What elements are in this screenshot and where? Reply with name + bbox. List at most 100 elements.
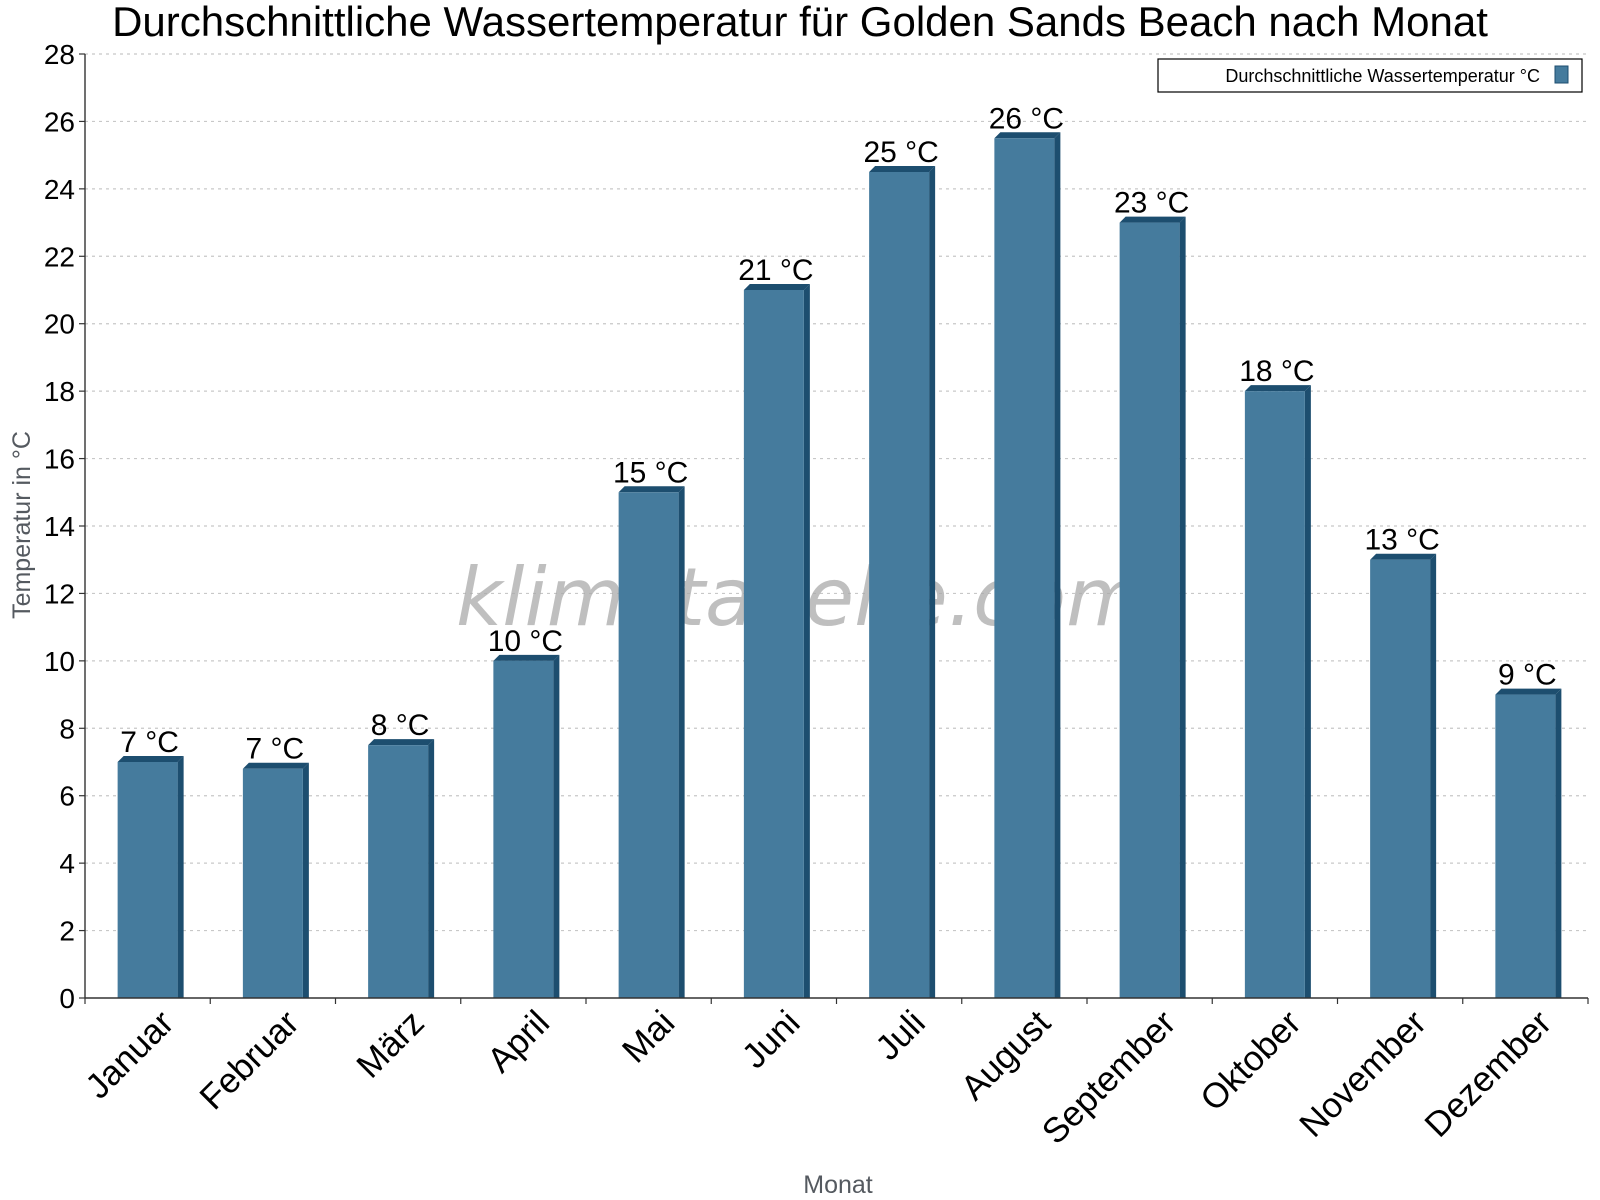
bar-januar bbox=[117, 756, 184, 998]
legend-swatch bbox=[1554, 65, 1569, 84]
bar-august bbox=[994, 132, 1061, 999]
x-tick-label: September bbox=[1035, 1003, 1184, 1152]
y-axis-label: Temperatur in °C bbox=[8, 431, 36, 619]
data-label: 7 °C bbox=[120, 726, 179, 759]
data-label: 26 °C bbox=[989, 102, 1064, 135]
data-label: 13 °C bbox=[1364, 524, 1439, 557]
data-label: 18 °C bbox=[1239, 355, 1314, 388]
x-tick-label: April bbox=[480, 1003, 557, 1080]
bar-februar bbox=[242, 762, 309, 998]
x-tick-label: Oktober bbox=[1193, 1003, 1309, 1119]
y-tick-label: 8 bbox=[59, 713, 75, 744]
x-axis-label: Monat bbox=[803, 1171, 873, 1199]
chart-title: Durchschnittliche Wassertemperatur für G… bbox=[112, 0, 1488, 45]
y-tick-label: 24 bbox=[44, 174, 75, 205]
bar-side bbox=[177, 756, 184, 998]
y-tick-label: 14 bbox=[44, 511, 75, 542]
bar-side bbox=[1430, 553, 1437, 998]
y-tick-label: 12 bbox=[44, 578, 75, 609]
legend-box bbox=[1157, 58, 1583, 93]
bar-side bbox=[553, 654, 560, 998]
y-tick-label: 20 bbox=[44, 309, 75, 340]
bar bbox=[1370, 559, 1431, 998]
data-label: 8 °C bbox=[371, 709, 430, 742]
bar-mai bbox=[618, 486, 685, 998]
bar-top bbox=[1244, 385, 1311, 392]
bar bbox=[368, 745, 429, 998]
y-tick-label: 16 bbox=[44, 444, 75, 475]
bar-juni bbox=[743, 284, 810, 998]
x-tick-label: November bbox=[1292, 1003, 1434, 1145]
x-tick-label: Juni bbox=[735, 1003, 808, 1076]
bar-side bbox=[1179, 216, 1186, 999]
bar bbox=[1244, 391, 1305, 999]
bar-side bbox=[428, 739, 435, 998]
bar-juli bbox=[869, 166, 936, 998]
x-tick-label: Februar bbox=[192, 1003, 306, 1117]
y-tick-label: 22 bbox=[44, 241, 75, 272]
data-label: 21 °C bbox=[738, 254, 813, 287]
bar-top bbox=[869, 166, 936, 172]
bar-dezember bbox=[1495, 688, 1562, 998]
bar-top bbox=[242, 762, 309, 769]
bar-top bbox=[493, 654, 560, 661]
axes bbox=[79, 53, 1589, 1004]
bar-top bbox=[368, 739, 435, 746]
x-tick-label: Mai bbox=[615, 1003, 682, 1070]
x-tick-label: Juli bbox=[868, 1003, 933, 1068]
bar bbox=[869, 172, 930, 998]
bar-top bbox=[1495, 688, 1562, 695]
x-tick-label: August bbox=[953, 1003, 1058, 1108]
x-tick-label: März bbox=[349, 1003, 432, 1086]
bar-side bbox=[678, 486, 685, 998]
bar-side bbox=[1054, 132, 1061, 999]
legend-entry-label: Durchschnittliche Wassertemperatur °C bbox=[1225, 66, 1540, 86]
bar-side bbox=[803, 284, 810, 998]
bar-oktober bbox=[1244, 385, 1311, 999]
x-tick-label: Januar bbox=[78, 1003, 181, 1106]
bar-top bbox=[743, 284, 810, 290]
bar-märz bbox=[368, 739, 435, 998]
bar-top bbox=[1119, 216, 1186, 223]
bar bbox=[1119, 222, 1180, 999]
bar-top bbox=[117, 756, 184, 762]
bar bbox=[117, 762, 178, 998]
y-tick-label: 0 bbox=[59, 983, 75, 1014]
y-tick-label: 6 bbox=[59, 781, 75, 812]
data-label: 10 °C bbox=[488, 625, 563, 658]
x-tick-label: Dezember bbox=[1417, 1003, 1559, 1145]
legend: Durchschnittliche Wassertemperatur °C bbox=[1157, 58, 1583, 93]
y-tick-label: 10 bbox=[44, 646, 75, 677]
bar bbox=[994, 138, 1055, 999]
bar bbox=[618, 492, 679, 998]
y-tick-label: 18 bbox=[44, 376, 75, 407]
y-tick-label: 28 bbox=[44, 39, 75, 70]
bar-side bbox=[929, 166, 936, 998]
grid-lines bbox=[85, 53, 1588, 932]
data-label: 7 °C bbox=[246, 733, 305, 766]
x-tick-labels: Januar Februar März April Mai Juni Juli AugustS… bbox=[78, 1003, 1559, 1152]
bar-november bbox=[1370, 553, 1437, 998]
bar-september bbox=[1119, 216, 1186, 999]
bar-side bbox=[1304, 385, 1311, 999]
bar-side bbox=[1555, 688, 1562, 998]
y-tick-label: 4 bbox=[59, 848, 75, 879]
data-label: 25 °C bbox=[863, 136, 938, 169]
data-label: 15 °C bbox=[613, 456, 688, 489]
bar bbox=[743, 290, 804, 998]
y-tick-label: 26 bbox=[44, 106, 75, 137]
bar-top bbox=[1370, 553, 1437, 560]
bar-side bbox=[302, 762, 309, 998]
bar-top bbox=[618, 486, 685, 493]
bar bbox=[493, 660, 554, 998]
y-tick-label: 2 bbox=[59, 916, 75, 947]
bars: 7 °C 7 °C 8 °C 10 °C 15 °C 21 °C 25 °C 26 °C 23 … bbox=[117, 102, 1562, 999]
data-label: 9 °C bbox=[1498, 659, 1557, 692]
bar bbox=[1495, 694, 1556, 998]
bar-top bbox=[994, 132, 1061, 139]
bar-april bbox=[493, 654, 560, 998]
bar bbox=[242, 768, 303, 998]
data-label: 23 °C bbox=[1114, 187, 1189, 220]
